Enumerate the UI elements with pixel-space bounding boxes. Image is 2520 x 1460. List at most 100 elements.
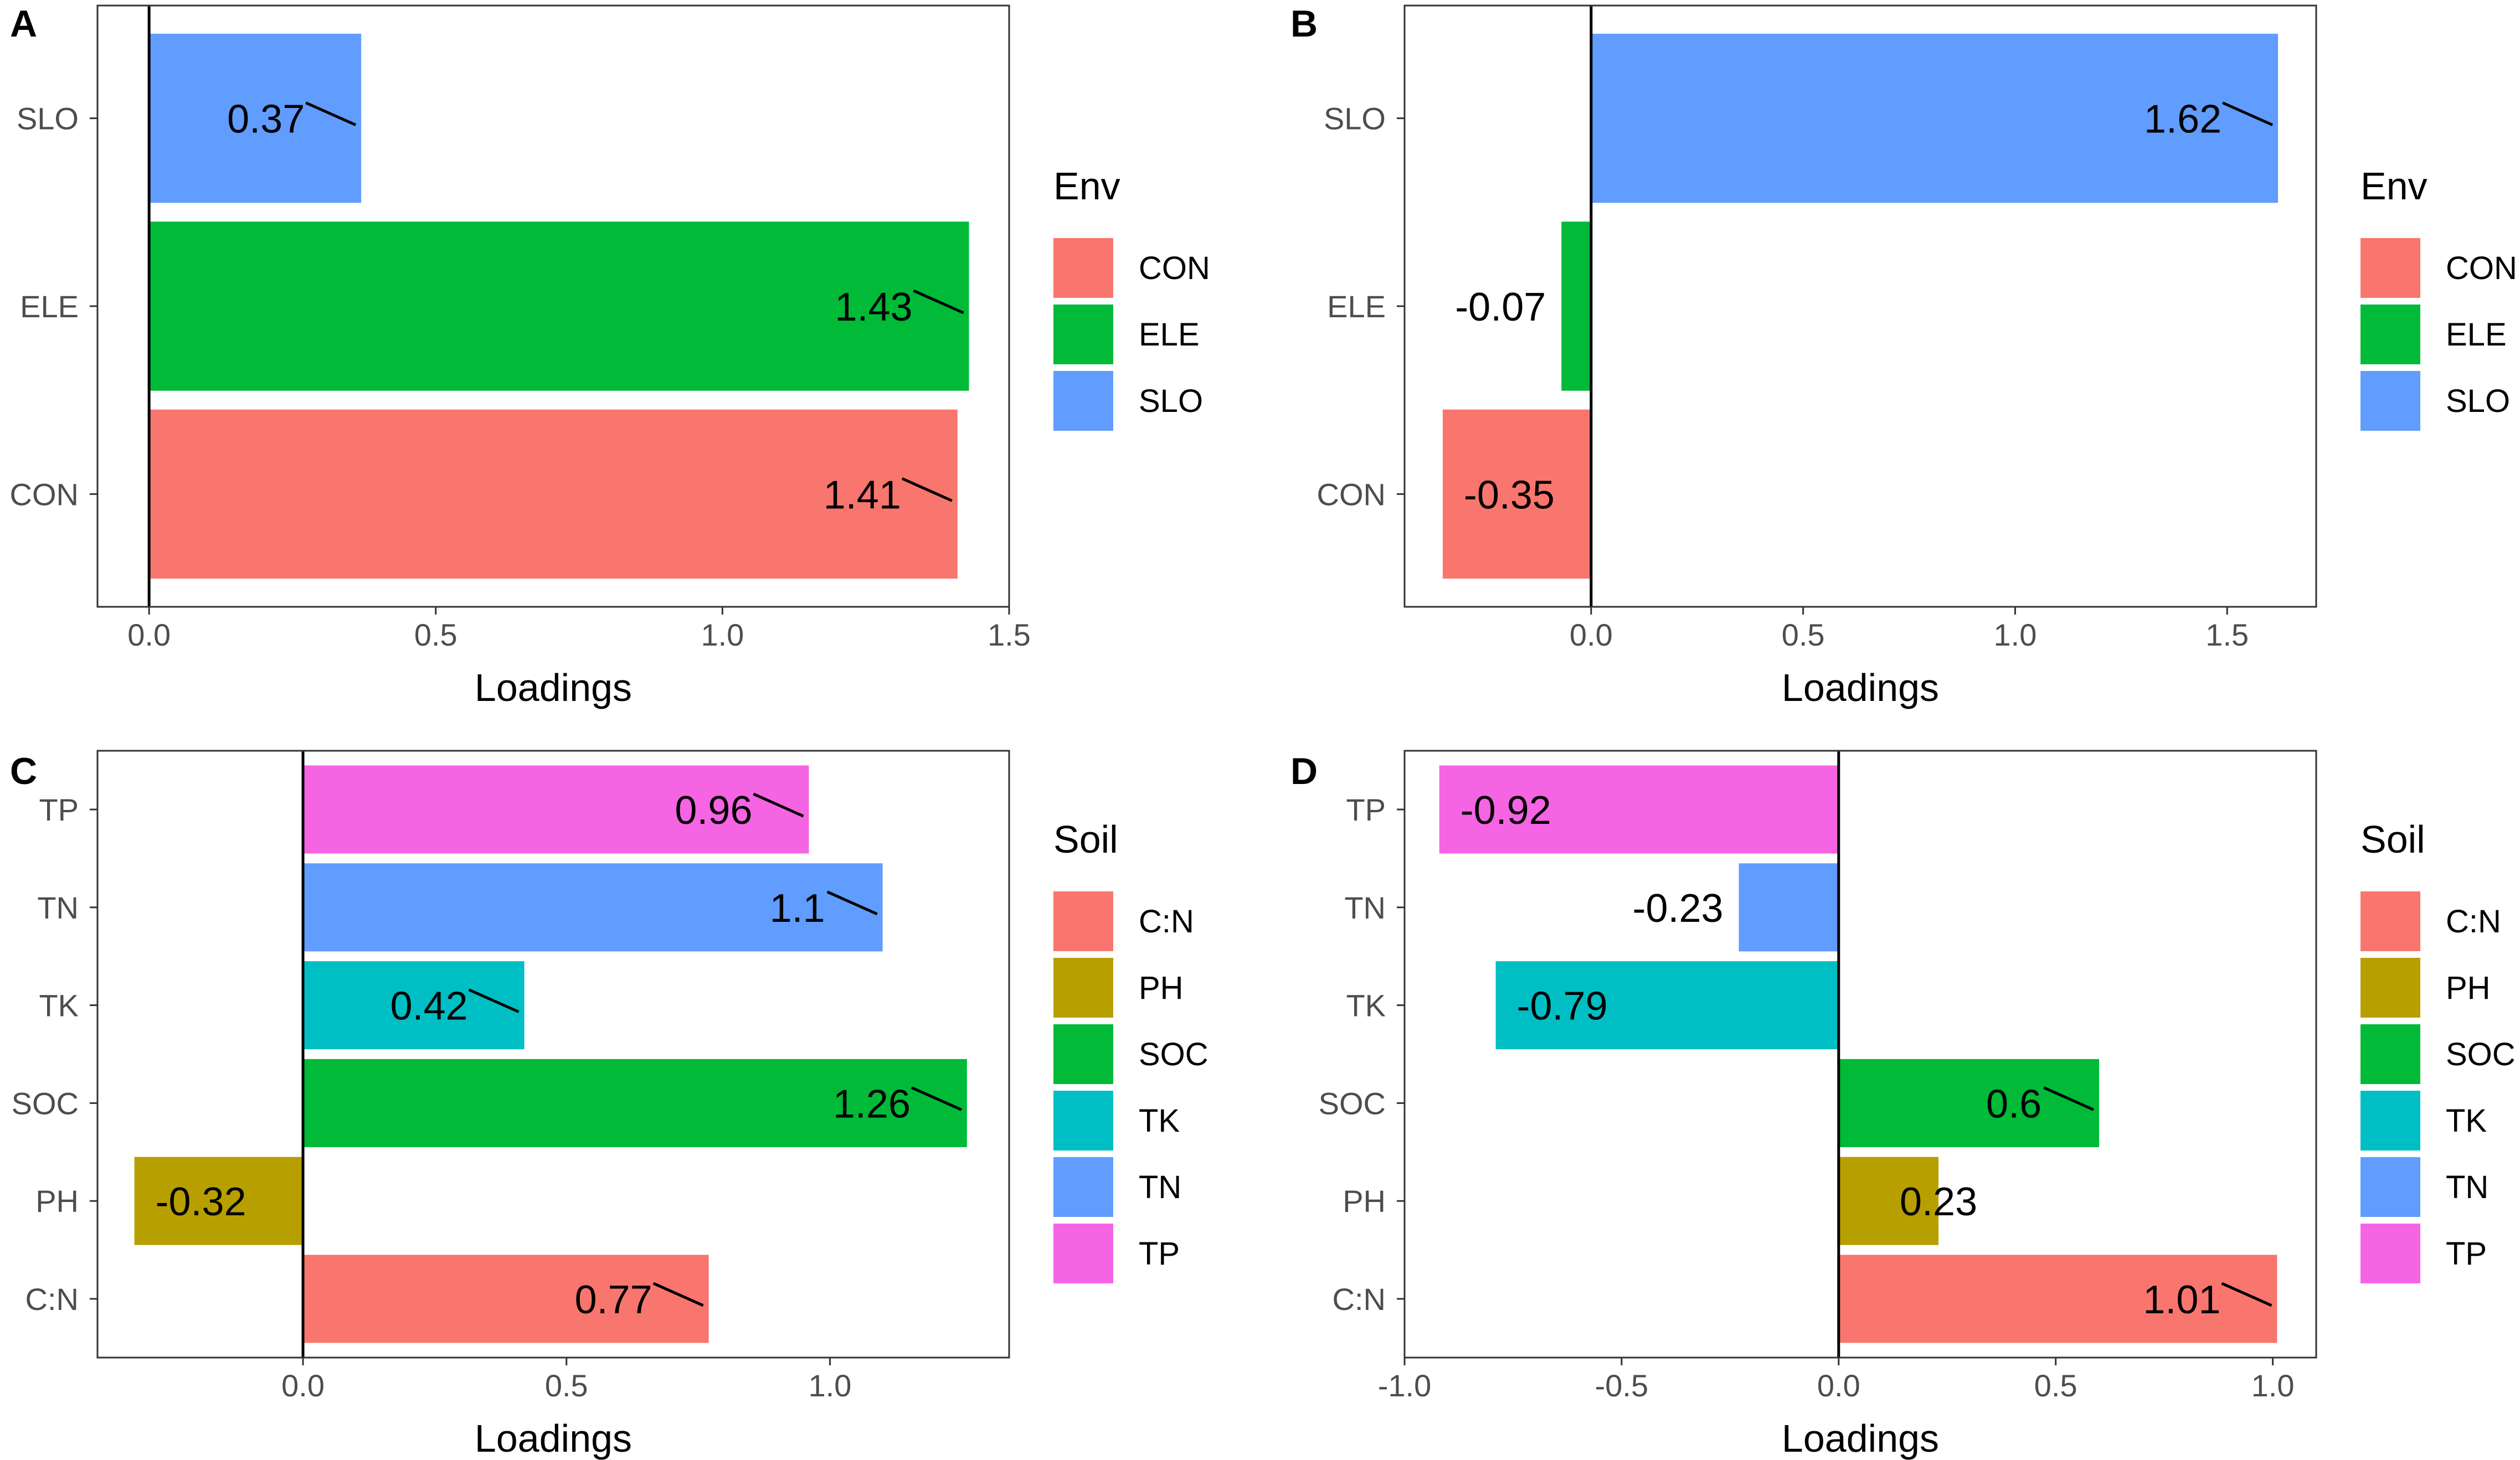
bar-slo <box>149 33 362 203</box>
legend-swatch <box>2360 305 2420 364</box>
value-label: 1.01 <box>2143 1278 2220 1322</box>
x-tick-label: 1.0 <box>1994 617 2037 652</box>
legend-title: Env <box>2360 164 2428 208</box>
legend-label: ELE <box>2446 317 2507 353</box>
bar-cn <box>303 1255 709 1343</box>
bar-tk <box>1495 961 1839 1050</box>
legend-swatch <box>1053 1024 1113 1084</box>
value-label: -0.32 <box>156 1180 246 1224</box>
legend-swatch <box>1053 958 1113 1018</box>
x-tick-label: 1.5 <box>2205 617 2249 652</box>
y-tick-label: TK <box>1346 988 1386 1023</box>
legend-swatch <box>2360 1024 2420 1084</box>
label-leader-line <box>468 988 520 1013</box>
y-tick-label: SLO <box>1324 101 1386 136</box>
y-tick-label: PH <box>35 1184 79 1219</box>
bar-cn <box>1838 1255 2277 1343</box>
value-label: 0.37 <box>227 97 305 142</box>
legend: Soil C:N PH SOC TK TN TP <box>2360 818 2516 1283</box>
value-label: 1.1 <box>770 886 825 931</box>
legend-label: TP <box>1139 1236 1180 1272</box>
panel-c: C 0.77 -0.32 1.26 0.42 1.1 0.96 C:N PH SOC TK TN TP 0… <box>10 750 1208 1460</box>
value-label: -0.07 <box>1455 285 1546 329</box>
x-tick-label: 0.0 <box>281 1368 325 1403</box>
bar-slo <box>1591 33 2279 203</box>
plot-frame <box>96 750 1010 1359</box>
x-tick-label: 1.0 <box>701 617 744 652</box>
legend-swatch <box>1053 1157 1113 1217</box>
label-leader-line <box>2222 101 2274 126</box>
y-tick-label: C:N <box>1333 1282 1386 1317</box>
panel-letter: B <box>1290 3 1318 45</box>
value-label: 1.43 <box>835 285 912 329</box>
label-leader-line <box>901 477 953 502</box>
x-axis-title: Loadings <box>1782 666 1939 709</box>
legend-title: Soil <box>1053 818 1118 861</box>
legend-label: PH <box>1139 970 1184 1006</box>
legend-label: TN <box>1139 1169 1181 1205</box>
legend: Soil C:N PH SOC TK TN TP <box>1053 818 1208 1283</box>
y-tick-label: TP <box>1346 792 1386 827</box>
bar-con <box>149 409 958 579</box>
label-leader-line <box>2043 1086 2095 1111</box>
value-label: 0.23 <box>1900 1180 1977 1224</box>
legend-swatch <box>1053 371 1113 431</box>
label-leader-line <box>2221 1282 2272 1307</box>
label-leader-line <box>911 1086 962 1111</box>
label-leader-line <box>305 101 357 126</box>
y-tick-label: TN <box>37 890 79 925</box>
panel-b: B -0.35 -0.07 1.62 CON ELE SLO 0.0 0.5 1.0 1.5 Load… <box>1290 3 2517 709</box>
y-tick-label: ELE <box>20 289 79 324</box>
legend-swatch <box>1053 238 1113 298</box>
legend-swatch <box>1053 305 1113 364</box>
legend-label: SLO <box>1139 383 1203 419</box>
panel-d: D 1.01 0.23 0.6 -0.79 -0.23 -0.92 C:N PH SOC TK TN T… <box>1290 750 2516 1460</box>
legend-label: C:N <box>2446 904 2501 940</box>
value-label: -0.92 <box>1460 788 1551 833</box>
plot-frame <box>1403 750 2317 1359</box>
x-tick-label: 0.0 <box>127 617 171 652</box>
x-axis-title: Loadings <box>475 666 632 709</box>
y-tick-label: SLO <box>17 101 79 136</box>
bar-ph <box>1838 1157 1939 1245</box>
x-tick-label: 0.5 <box>1782 617 1825 652</box>
y-tick-label: C:N <box>25 1282 79 1317</box>
panel-letter: A <box>10 3 37 45</box>
legend: Env CON ELE SLO <box>2360 164 2517 431</box>
legend-title: Soil <box>2360 818 2425 861</box>
value-label: 0.96 <box>675 788 752 833</box>
y-tick-label: SOC <box>12 1086 79 1121</box>
x-tick-label: 1.5 <box>988 617 1031 652</box>
y-tick-label: TP <box>39 792 79 827</box>
value-label: -0.35 <box>1464 473 1555 517</box>
panel-a: A 1.41 1.43 0.37 CON ELE SLO 0.0 0.5 1.0 1.5 Loadin… <box>10 3 1210 709</box>
label-leader-line <box>913 289 964 314</box>
label-leader-line <box>652 1282 704 1307</box>
bar-tn <box>303 863 883 952</box>
value-label: -0.23 <box>1632 886 1723 931</box>
value-label: -0.79 <box>1517 984 1608 1029</box>
legend-label: CON <box>2446 250 2517 286</box>
legend-label: C:N <box>1139 904 1194 940</box>
y-tick-label: SOC <box>1319 1086 1386 1121</box>
value-label: 0.6 <box>1986 1082 2041 1126</box>
x-tick-label: 0.5 <box>545 1368 588 1403</box>
legend-swatch <box>2360 1157 2420 1217</box>
x-tick-label: -1.0 <box>1378 1368 1432 1403</box>
x-tick-label: -0.5 <box>1595 1368 1649 1403</box>
legend-label: PH <box>2446 970 2491 1006</box>
panel-letter: D <box>1290 750 1318 792</box>
legend-swatch <box>1053 1091 1113 1151</box>
value-label: 0.77 <box>575 1278 652 1322</box>
legend-label: TP <box>2446 1236 2487 1272</box>
x-axis-title: Loadings <box>1782 1417 1939 1460</box>
label-leader-line <box>826 890 878 916</box>
bar-soc <box>1838 1059 2100 1147</box>
legend-label: SLO <box>2446 383 2510 419</box>
bar-tp <box>1439 765 1839 854</box>
legend-swatch <box>1053 1224 1113 1283</box>
legend-swatch <box>2360 891 2420 951</box>
x-tick-label: 0.0 <box>1817 1368 1860 1403</box>
bar-ele <box>149 221 969 391</box>
